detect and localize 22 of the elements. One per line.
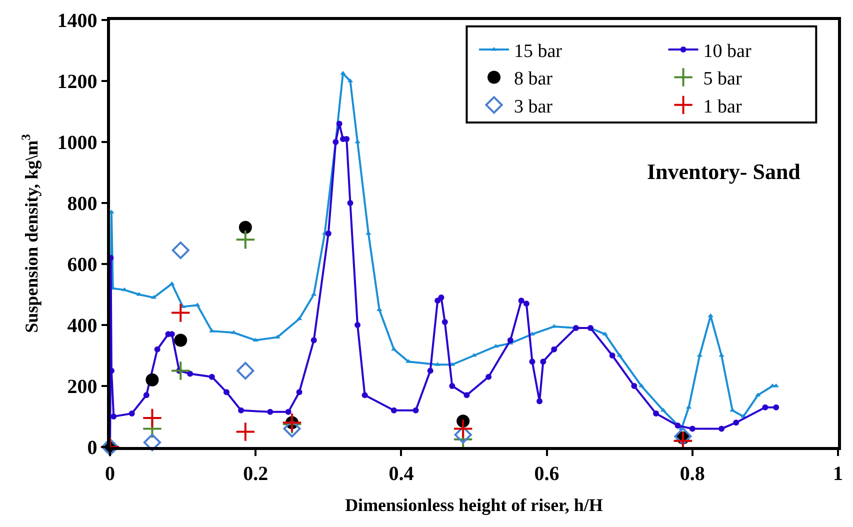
- y-tick-label: 0: [87, 437, 98, 459]
- legend-label: 10 bar: [703, 40, 752, 62]
- legend-label: 3 bar: [514, 96, 554, 118]
- x-tick-label: 1: [833, 462, 843, 485]
- x-tick-label: 0.8: [680, 462, 705, 485]
- annotation: Inventory- Sand: [647, 159, 800, 184]
- y-tick-label: 1400: [57, 10, 98, 32]
- y-tick-label: 1000: [57, 132, 98, 154]
- legend-label: 1 bar: [703, 96, 742, 118]
- y-tick-label: 600: [67, 254, 98, 276]
- y-tick-label: 1200: [57, 71, 98, 93]
- legend-label: 5 bar: [703, 68, 742, 90]
- x-tick-label: 0: [105, 462, 115, 485]
- x-tick-label: 0.2: [243, 462, 268, 485]
- x-axis-title: Dimensionless height of riser, h/H: [345, 494, 603, 515]
- legend-label: 15 bar: [514, 40, 563, 62]
- x-tick-label: 0.4: [388, 462, 414, 485]
- y-tick-label: 200: [67, 376, 98, 398]
- legend-label: 8 bar: [514, 68, 554, 90]
- y-tick-label: 400: [67, 315, 98, 337]
- y-tick-label: 800: [67, 193, 98, 215]
- x-tick-label: 0.6: [534, 462, 560, 485]
